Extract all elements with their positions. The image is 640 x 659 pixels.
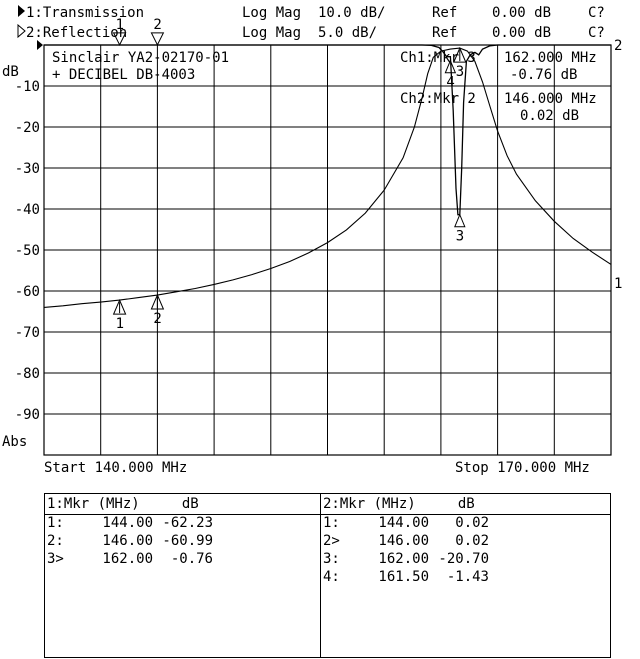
ch1-marker-frequency: 162.000 MHz	[504, 50, 597, 66]
marker-table-row: 2: 146.00 -60.99	[47, 532, 213, 550]
channel-2-label[interactable]: 2:Reflection	[26, 25, 127, 41]
marker-table-value: -0.76	[170, 551, 213, 567]
channel-1-ref-value: 0.00 dB	[492, 5, 551, 21]
ch2-marker-frequency: 146.000 MHz	[504, 91, 597, 107]
marker-label: 2	[153, 17, 161, 33]
marker-label: 3	[456, 64, 464, 80]
marker-table-freq: 144.00	[378, 515, 429, 531]
y-tick-label: -60	[15, 284, 40, 300]
reference-position-arrow	[37, 40, 43, 50]
marker-table-id: 2:	[47, 533, 64, 549]
marker-table-freq: 161.50	[378, 569, 429, 585]
marker-triangle-up	[453, 46, 467, 63]
y-tick-label: -70	[15, 325, 40, 341]
channel-2-table-header: 2:Mkr (MHz) dB	[321, 494, 610, 515]
y-tick-label: -50	[15, 243, 40, 259]
channel-2-ref-value: 0.00 dB	[492, 25, 551, 41]
marker-1-2: 2	[150, 293, 165, 327]
trace-1-end-label: 1	[614, 276, 622, 292]
marker-table-id: 1:	[323, 515, 340, 531]
marker-label: 4	[446, 75, 454, 91]
marker-1-3: 3	[453, 46, 467, 80]
marker-table-row: 4: 161.50 -1.43	[323, 568, 489, 586]
marker-table-value: -62.23	[162, 515, 213, 531]
channel-1-table-header: 1:Mkr (MHz) dB	[45, 494, 320, 515]
marker-table-freq: 146.00	[378, 533, 429, 549]
marker-2-2: 2	[150, 17, 165, 46]
marker-table-row: 3: 162.00 -20.70	[323, 550, 489, 568]
y-bottom-label: Abs	[2, 434, 27, 450]
y-tick-label: -30	[15, 161, 40, 177]
marker-triangle-up	[444, 59, 457, 74]
markers: 1 231 234	[112, 17, 467, 332]
channel-2-indicator	[17, 23, 26, 39]
marker-table-id: 4:	[323, 569, 340, 585]
trace-transmission	[43, 47, 612, 308]
marker-table-row: 1: 144.00 -62.23	[47, 514, 213, 532]
y-tick-label: -40	[15, 202, 40, 218]
y-tick-labels: -10 -20 -30 -40 -50 -60 -70 -80 -90	[15, 79, 40, 423]
ch2-marker-label: Ch2:Mkr 2	[400, 91, 476, 107]
marker-table-freq: 144.00	[102, 515, 153, 531]
channel-2-table-rows: 1: 144.00 0.02 2> 146.00 0.02 3: 162.00 -20.70 4:…	[323, 514, 489, 586]
stop-frequency: Stop 170.000 MHz	[455, 460, 590, 476]
y-tick-label: -10	[15, 79, 40, 95]
channel-1-active-indicator	[18, 5, 25, 17]
channel-1-label[interactable]: 1:Transmission	[26, 5, 144, 21]
marker-triangle-up	[454, 213, 466, 228]
marker-table-id: 1:	[47, 515, 64, 531]
channel-1-format: Log Mag	[242, 5, 301, 21]
channel-1-ref-label: Ref	[432, 5, 457, 21]
y-tick-label: -20	[15, 120, 40, 136]
marker-table-value: 0.02	[455, 515, 489, 531]
channel-2-cal-status: C?	[588, 25, 605, 41]
device-title-line-1: Sinclair YA2-02170-01	[52, 50, 229, 66]
start-frequency: Start 140.000 MHz	[44, 460, 187, 476]
marker-label: 2	[153, 311, 161, 327]
marker-table-row: 2> 146.00 0.02	[323, 532, 489, 550]
channel-1-scale: 10.0 dB/	[318, 5, 385, 21]
marker-table-id: 3>	[47, 551, 64, 567]
marker-table-value: -60.99	[162, 533, 213, 549]
y-unit-label: dB	[2, 64, 19, 80]
marker-table-id: 3:	[323, 551, 340, 567]
channel-1-table-rows: 1: 144.00 -62.23 2: 146.00 -60.99 3> 162.00 -0.7…	[47, 514, 213, 568]
channel-2-scale: 5.0 dB/	[318, 25, 377, 41]
marker-label: 1	[116, 17, 124, 33]
channel-2-marker-table: 2:Mkr (MHz) dB 1: 144.00 0.02 2> 146.00 0.02 3…	[320, 493, 611, 658]
marker-1-1: 1	[112, 298, 127, 332]
y-tick-label: -80	[15, 366, 40, 382]
trace-2-end-label: 2	[614, 38, 622, 54]
marker-table-freq: 162.00	[102, 551, 153, 567]
marker-label: 1	[116, 316, 124, 332]
marker-label: 3	[456, 229, 464, 245]
channel-2-format: Log Mag	[242, 25, 301, 41]
device-title-line-2: + DECIBEL DB-4003	[52, 67, 195, 83]
channel-1-marker-table: 1:Mkr (MHz) dB 1: 144.00 -62.23 2: 146.00 -60…	[44, 493, 321, 658]
plot-grid	[44, 45, 611, 455]
ch1-marker-value: -0.76 dB	[510, 67, 577, 83]
marker-2-1: 1	[112, 17, 127, 46]
marker-table-row: 1: 144.00 0.02	[323, 514, 489, 532]
marker-table-row: 3> 162.00 -0.76	[47, 550, 213, 568]
marker-triangle-up	[112, 298, 127, 315]
marker-table-freq: 146.00	[102, 533, 153, 549]
channel-1-cal-status: C?	[588, 5, 605, 21]
marker-table-freq: 162.00	[378, 551, 429, 567]
marker-triangle-down	[112, 32, 127, 46]
marker-table-value: 0.02	[455, 533, 489, 549]
marker-table-value: -1.43	[446, 569, 489, 585]
marker-table-value: -20.70	[438, 551, 489, 567]
marker-2-4: 4	[444, 59, 457, 91]
marker-2-3: 3	[454, 213, 466, 245]
channel-2-ref-label: Ref	[432, 25, 457, 41]
marker-triangle-up	[150, 293, 165, 310]
y-tick-label: -90	[15, 407, 40, 423]
marker-triangle-down	[150, 32, 165, 46]
ch2-marker-value: 0.02 dB	[520, 108, 579, 124]
marker-table-id: 2>	[323, 533, 340, 549]
